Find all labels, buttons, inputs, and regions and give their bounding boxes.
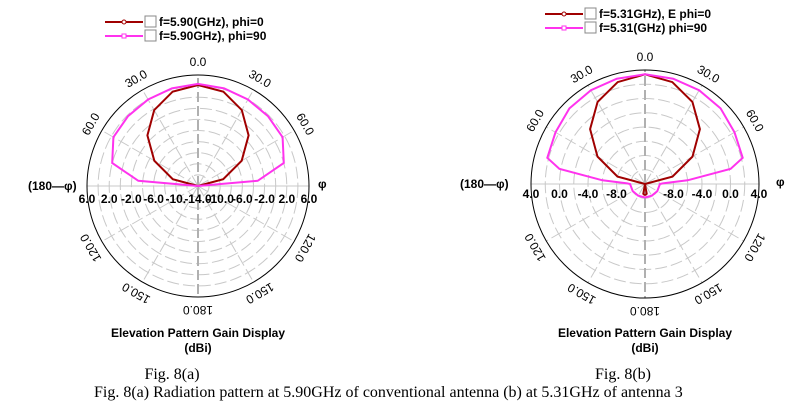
- legend-item[interactable]: f=5.31(GHz) phi=90: [545, 21, 707, 35]
- figure-caption: Fig. 8(a) Radiation pattern at 5.90GHz o…: [94, 384, 683, 401]
- legend-label: f=5.31GHz), E phi=0: [599, 7, 711, 21]
- radial-tick-label: 4.0: [523, 187, 540, 201]
- angle-tick-label: 120.0: [741, 231, 768, 264]
- angle-tick-label: 0.0: [637, 50, 654, 64]
- outer-circle: [86, 74, 310, 298]
- angle-tick-label: 30.0: [568, 62, 596, 86]
- grid-spoke: [546, 183, 646, 242]
- grid-spoke: [644, 183, 703, 283]
- legend-item[interactable]: f=5.90(GHz), phi=0: [105, 15, 264, 29]
- angle-tick-label: 30.0: [695, 62, 723, 86]
- radial-tick-label: -10.0: [207, 192, 235, 206]
- radial-tick-label: -14.0: [184, 192, 212, 206]
- chart-unit: (dBi): [184, 341, 211, 355]
- radial-tick-label: -6.0: [232, 192, 253, 206]
- chart-unit: (dBi): [631, 341, 658, 355]
- angle-tick-label: 30.0: [246, 67, 274, 91]
- grid-spoke: [197, 185, 254, 283]
- square-marker-icon: [561, 25, 567, 31]
- legend-checkbox[interactable]: [584, 21, 597, 34]
- angle-tick-label: 30.0: [122, 67, 150, 91]
- outer-circle: [530, 69, 760, 299]
- legend-checkbox[interactable]: [144, 15, 157, 28]
- left-axis-label: (180—φ): [460, 177, 509, 191]
- circle-marker-icon: [561, 11, 567, 17]
- grid-spoke: [587, 85, 646, 185]
- grid-spoke: [644, 126, 744, 185]
- radial-tick-label: -4.0: [578, 187, 599, 201]
- subfigure-label: Fig. 8(b): [595, 366, 651, 383]
- radial-tick-label: -10.: [165, 192, 186, 206]
- angle-tick-label: 150.0: [243, 280, 276, 307]
- grid-spoke: [142, 89, 199, 187]
- chart-title: Elevation Pattern Gain Display: [111, 326, 285, 340]
- polar-chart-a: 0.0 30.0 30.0 60.0 60.0 120.0 120.0 150.0 150.0 1…: [28, 15, 327, 383]
- grid-spoke: [101, 185, 199, 242]
- legend-checkbox[interactable]: [584, 7, 597, 20]
- grid-spoke: [546, 126, 646, 185]
- square-marker-icon: [121, 33, 127, 39]
- radial-tick-label: 4.0: [751, 187, 768, 201]
- series-line-phi0: [146, 83, 250, 187]
- angle-tick-label: 150.0: [692, 280, 725, 307]
- legend-item[interactable]: f=5.31GHz), E phi=0: [545, 7, 711, 21]
- grid-spoke: [101, 130, 199, 187]
- angle-tick-label: 60.0: [743, 107, 767, 135]
- legend-checkbox[interactable]: [144, 29, 157, 42]
- angle-tick-label: 60.0: [79, 110, 103, 138]
- subfigure-label: Fig. 8(a): [144, 366, 199, 383]
- grid-spoke: [587, 183, 646, 283]
- radial-tick-label: 6.0: [79, 192, 96, 206]
- radial-tick-label: 0.0: [551, 187, 568, 201]
- radial-tick-label: 2.0: [278, 192, 295, 206]
- angle-tick-label: 60.0: [523, 107, 547, 135]
- grid-spoke: [197, 130, 295, 187]
- right-axis-label: φ: [318, 177, 327, 191]
- radial-tick-label: -8.0: [606, 187, 627, 201]
- radial-tick-label: 2.0: [101, 192, 118, 206]
- radial-tick-label: -4.0: [692, 187, 713, 201]
- series-line-phi90: [111, 82, 285, 187]
- angle-tick-label: 120.0: [521, 231, 548, 264]
- angle-tick-label: 150.0: [565, 280, 598, 307]
- series-line-phi90: [546, 73, 744, 199]
- legend-label: f=5.31(GHz) phi=90: [599, 21, 707, 35]
- angle-tick-label: 150.0: [119, 280, 152, 307]
- radial-tick-label: -6.0: [143, 192, 164, 206]
- angle-tick-label: 180.0: [630, 304, 660, 318]
- grid-spoke: [197, 89, 254, 187]
- grid-spoke: [197, 185, 295, 242]
- radial-tick-label: 0.0: [722, 187, 739, 201]
- legend-label: f=5.90GHz), phi=90: [159, 29, 267, 43]
- circle-marker-icon: [121, 19, 127, 25]
- right-axis-label: φ: [776, 175, 785, 189]
- angle-tick-label: 180.0: [183, 303, 213, 317]
- grid-spoke: [142, 185, 199, 283]
- polar-chart-b: 0.0 30.0 30.0 60.0 60.0 120.0 120.0 150.0 150.0 1…: [460, 7, 785, 383]
- radial-tick-label: -2.0: [121, 192, 142, 206]
- radial-tick-label: 6.0: [301, 192, 318, 206]
- angle-tick-label: 60.0: [293, 110, 317, 138]
- angle-tick-label: 0.0: [190, 55, 207, 69]
- chart-title: Elevation Pattern Gain Display: [558, 326, 732, 340]
- left-axis-label: (180—φ): [28, 179, 77, 193]
- grid-spoke: [644, 85, 703, 185]
- legend-item[interactable]: f=5.90GHz), phi=90: [105, 29, 267, 43]
- angle-tick-label: 120.0: [77, 231, 104, 264]
- grid-spoke: [644, 183, 744, 242]
- radial-tick-label: -2.0: [254, 192, 275, 206]
- radial-tick-label: -8.0: [663, 187, 684, 201]
- legend-label: f=5.90(GHz), phi=0: [159, 15, 264, 29]
- angle-tick-label: 120.0: [292, 231, 319, 264]
